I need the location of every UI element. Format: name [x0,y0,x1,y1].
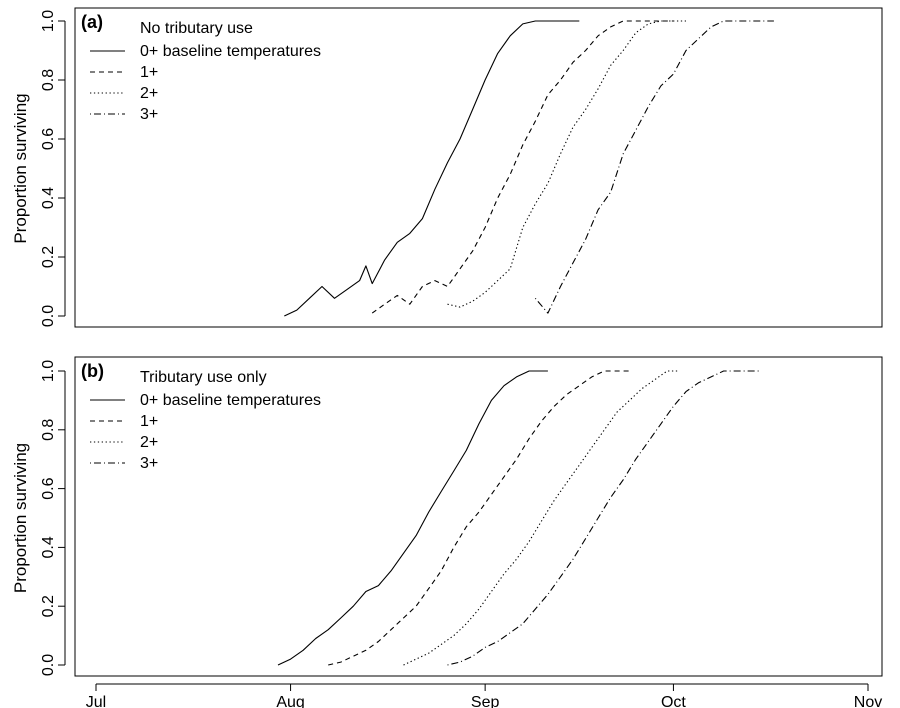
x-tick-label: Jul [86,694,106,708]
y-tick-label: 0.6 [40,128,57,150]
y-tick-label: 0.0 [40,305,57,327]
series-line-dashed [371,20,674,314]
y-axis-title: Proportion surviving [11,443,30,593]
y-tick-label: 0.2 [40,595,57,617]
legend-entry: 3+ [140,106,158,123]
series-line-solid [277,370,548,666]
series-line-solid [284,20,580,317]
legend-entry: 1+ [140,64,158,81]
series-line-dashed [328,370,630,666]
legend-title: No tributary use [140,20,253,37]
legend-entry: 2+ [140,434,158,451]
y-tick-label: 1.0 [40,360,57,382]
legend-entry: 3+ [140,455,158,472]
y-tick-label: 0.8 [40,69,57,91]
plot-frame [74,356,883,677]
x-tick-label: Oct [661,694,686,708]
y-tick-label: 0.8 [40,419,57,441]
x-tick-label: Sep [471,694,500,708]
y-axis-title: Proportion surviving [11,93,30,243]
series-line-dashdot [534,20,774,314]
series-line-dashdot [447,370,762,666]
plot-frame [74,7,883,328]
legend-title: Tributary use only [140,369,267,386]
legend-entry: 0+ baseline temperatures [140,392,321,409]
panel-b: 0.0 0.2 0.4 0.6 0.8 1.0 Proportion surviving Ju… [11,356,883,708]
x-tick-label: Nov [854,694,882,708]
x-tick-label: Aug [276,694,304,708]
legend-entry: 1+ [140,413,158,430]
series-line-dotted [447,20,686,308]
panel-a: 0.0 0.2 0.4 0.6 0.8 1.0 Proportion surviving (a… [11,7,883,328]
panel-label: (a) [81,12,103,32]
y-tick-label: 0.6 [40,477,57,499]
legend-entry: 0+ baseline temperatures [140,43,321,60]
y-tick-label: 1.0 [40,10,57,32]
series-line-dotted [403,370,680,666]
y-tick-label: 0.2 [40,246,57,268]
panel-label: (b) [81,361,104,381]
y-tick-label: 0.4 [40,536,57,558]
legend-entry: 2+ [140,85,158,102]
y-tick-label: 0.4 [40,187,57,209]
y-tick-label: 0.0 [40,654,57,676]
